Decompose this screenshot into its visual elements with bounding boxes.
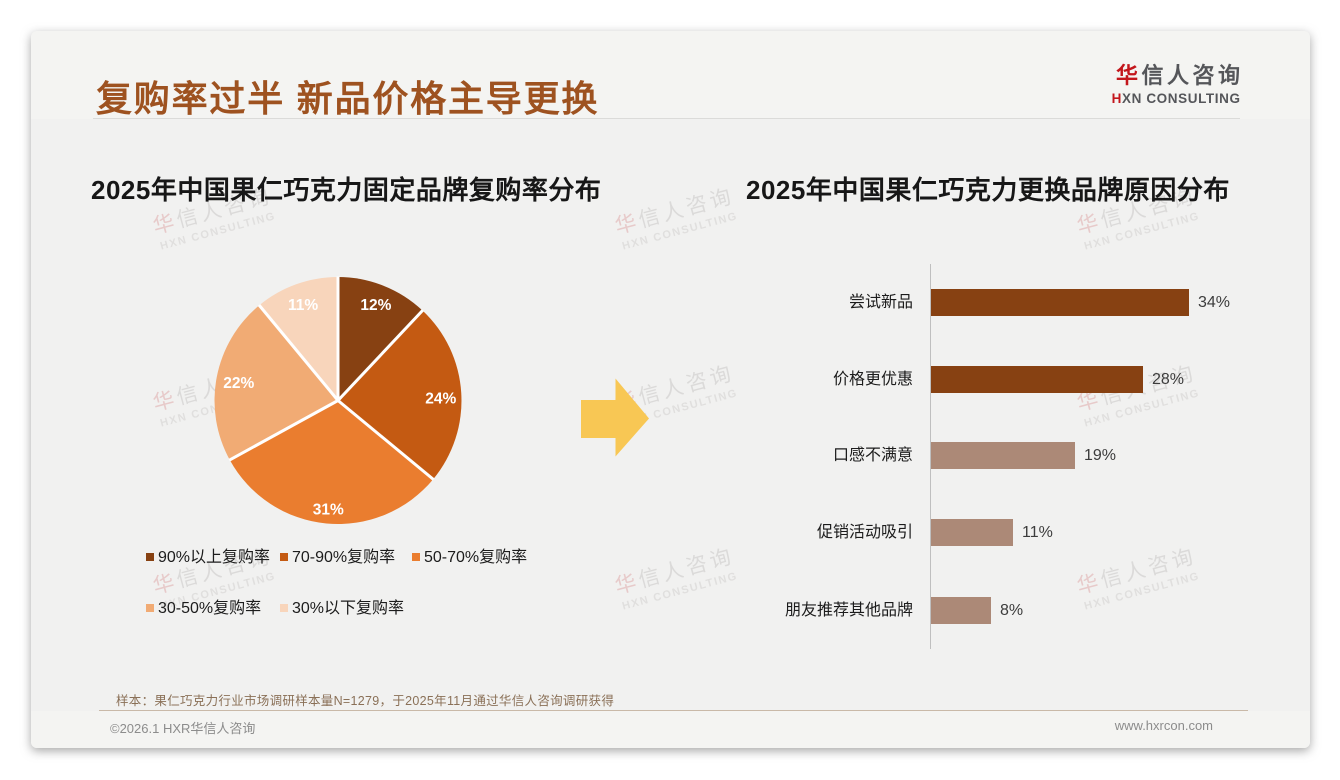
svg-text:24%: 24%: [425, 390, 456, 407]
svg-text:31%: 31%: [313, 502, 344, 519]
svg-text:22%: 22%: [223, 375, 254, 392]
svg-text:11%: 11%: [288, 297, 318, 314]
svg-text:12%: 12%: [360, 297, 391, 314]
